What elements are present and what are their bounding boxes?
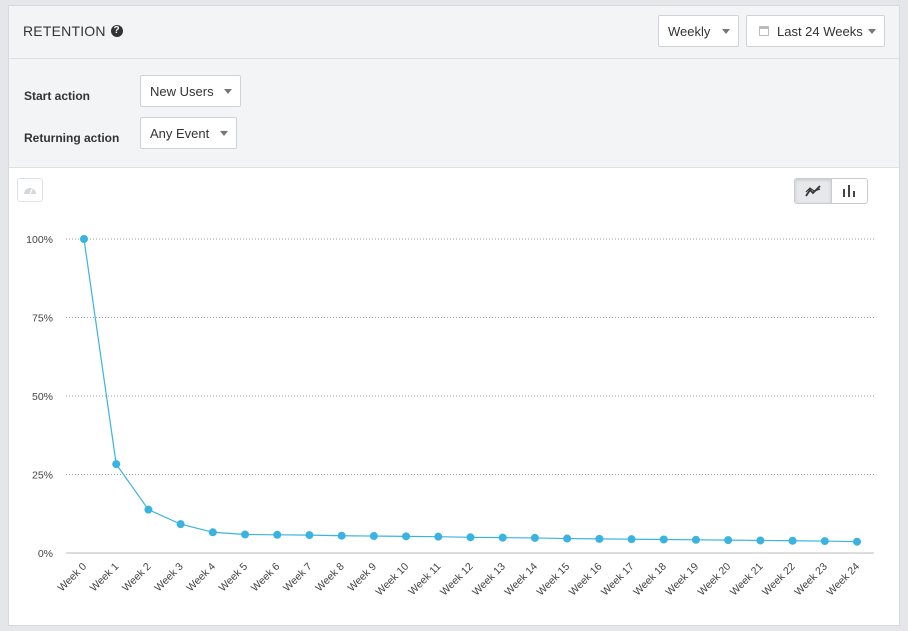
date-range-value: Last 24 Weeks — [777, 23, 863, 39]
data-point — [691, 535, 700, 544]
data-point — [788, 536, 797, 545]
y-tick-label: 50% — [32, 391, 53, 403]
x-tick-label: Week 2 — [120, 561, 154, 595]
x-tick-label: Week 11 — [406, 561, 443, 598]
y-tick-label: 25% — [32, 470, 53, 482]
data-point — [563, 534, 572, 543]
interval-select[interactable]: Weekly — [658, 15, 739, 47]
returning-action-label: Returning action — [24, 131, 120, 145]
dashboard-icon[interactable] — [17, 178, 43, 202]
start-action-select[interactable]: New Users — [140, 75, 241, 107]
x-tick-label: Week 14 — [502, 561, 540, 599]
x-tick-label: Week 7 — [281, 561, 315, 595]
calendar-icon — [759, 26, 769, 36]
data-point — [498, 533, 507, 542]
x-tick-label: Week 8 — [313, 561, 347, 595]
data-point — [853, 537, 861, 546]
data-point — [176, 520, 185, 529]
data-point — [208, 528, 217, 537]
data-point — [112, 460, 121, 469]
x-tick-label: Week 23 — [792, 561, 830, 599]
date-range-select[interactable]: Last 24 Weeks — [746, 15, 885, 47]
data-point — [80, 235, 88, 243]
data-point — [337, 531, 346, 540]
data-point — [659, 535, 668, 544]
y-tick-label: 0% — [38, 548, 53, 560]
x-tick-label: Week 15 — [535, 561, 573, 599]
x-tick-label: Week 19 — [663, 561, 701, 599]
returning-action-value: Any Event — [150, 125, 210, 141]
data-point — [434, 532, 443, 541]
x-tick-label: Week 22 — [760, 561, 798, 599]
x-tick-label: Week 3 — [152, 561, 186, 595]
returning-action-select[interactable]: Any Event — [140, 117, 237, 149]
data-point — [724, 536, 733, 545]
x-tick-label: Week 6 — [249, 561, 283, 595]
view-toggle — [794, 178, 868, 204]
chevron-down-icon — [220, 131, 228, 136]
start-action-value: New Users — [150, 83, 214, 99]
card-header: RETENTION ? Weekly Last 24 Weeks — [9, 6, 899, 59]
data-point — [369, 532, 378, 541]
data-point — [756, 536, 765, 545]
y-tick-label: 100% — [26, 234, 53, 246]
start-action-label: Start action — [24, 89, 91, 103]
x-tick-label: Week 1 — [88, 561, 122, 595]
line-chart-icon[interactable] — [795, 179, 832, 203]
x-tick-label: Week 10 — [374, 561, 412, 599]
x-tick-label: Week 18 — [631, 561, 669, 599]
data-point — [466, 533, 475, 542]
x-tick-label: Week 13 — [470, 561, 508, 599]
series-line — [83, 238, 858, 543]
data-point — [144, 505, 153, 514]
title-text: RETENTION — [23, 23, 106, 39]
filters-panel: Start action New Users Returning action … — [9, 59, 899, 168]
data-point — [820, 537, 829, 546]
data-point — [402, 532, 411, 541]
data-point — [305, 531, 314, 540]
x-tick-label: Week 0 — [56, 561, 90, 595]
y-tick-label: 75% — [32, 313, 53, 325]
x-tick-label: Week 17 — [599, 561, 637, 599]
chevron-down-icon — [224, 89, 232, 94]
card-title: RETENTION ? — [23, 23, 123, 39]
chevron-down-icon — [868, 29, 876, 34]
x-tick-label: Week 12 — [438, 561, 476, 599]
chevron-down-icon — [722, 29, 730, 34]
data-point — [595, 534, 604, 543]
x-tick-label: Week 21 — [728, 561, 766, 599]
data-point — [241, 530, 250, 539]
x-tick-label: Week 24 — [824, 561, 862, 599]
x-tick-label: Week 4 — [184, 561, 218, 595]
interval-select-value: Weekly — [668, 23, 711, 39]
x-tick-label: Week 5 — [217, 561, 251, 595]
data-point — [627, 535, 636, 544]
x-tick-label: Week 16 — [567, 561, 605, 599]
retention-card: RETENTION ? Weekly Last 24 Weeks Start a… — [8, 5, 900, 626]
data-point — [530, 533, 539, 542]
x-tick-label: Week 20 — [696, 561, 734, 599]
data-point — [273, 530, 282, 539]
question-circle-icon[interactable]: ? — [110, 25, 123, 37]
bar-chart-icon[interactable] — [832, 179, 868, 203]
